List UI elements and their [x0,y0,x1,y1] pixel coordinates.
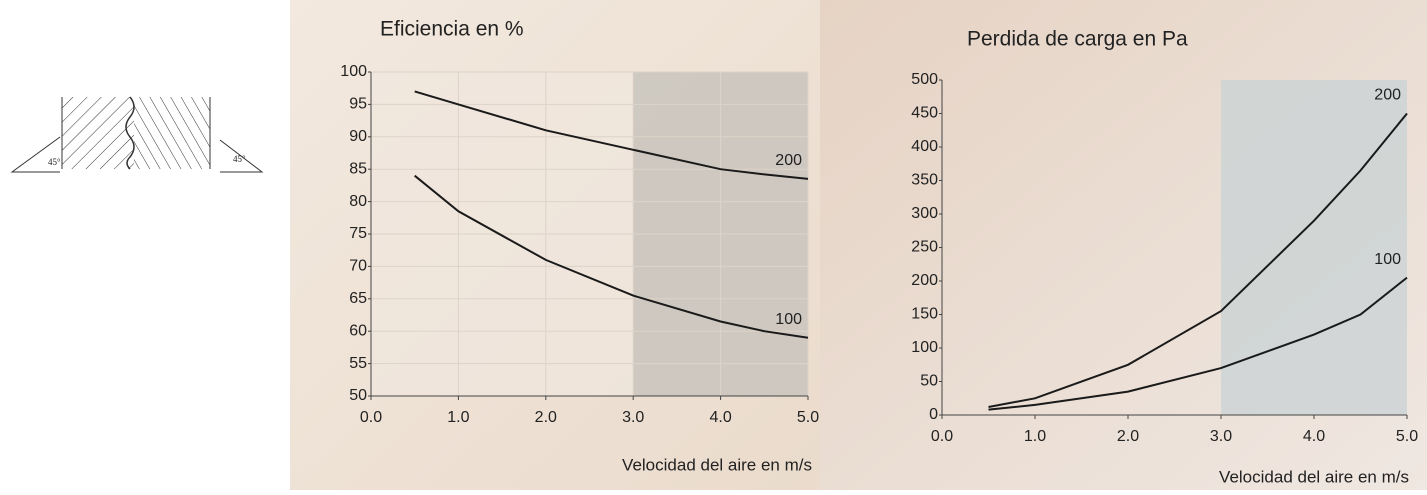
y-tick-label: 400 [911,138,938,155]
y-tick-label: 95 [349,96,367,113]
angle-label: 45° [48,157,61,167]
y-tick-label: 250 [911,239,938,256]
x-tick-label: 2.0 [1117,428,1139,445]
x-tick-label: 0.0 [931,428,953,445]
angle-left [10,136,61,173]
series-line [414,174,809,339]
y-tick-label: 65 [349,290,367,307]
y-tick-label: 60 [349,322,367,339]
x-tick-label: 1.0 [447,409,469,426]
y-tick-label: 0 [929,406,938,423]
series-label: 200 [1374,87,1401,104]
y-tick-label: 70 [349,258,367,275]
y-tick-label: 150 [911,306,938,323]
angle-right [219,139,264,173]
y-tick-label: 80 [349,193,367,210]
chart-title: Perdida de carga en Pa [967,28,1188,51]
y-tick-label: 90 [349,128,367,145]
y-tick-label: 100 [911,339,938,356]
angle-label: 45° [233,154,246,164]
x-axis-label: Velocidad del aire en m/s [1219,467,1409,486]
y-tick-label: 55 [349,355,367,372]
series-label: 200 [775,152,802,169]
x-tick-label: 4.0 [709,409,731,426]
y-tick-label: 450 [911,105,938,122]
shaded-region [1221,80,1407,415]
x-tick-label: 1.0 [1024,428,1046,445]
y-tick-label: 100 [340,63,367,80]
series-line [988,112,1408,408]
y-tick-label: 85 [349,160,367,177]
series-line [988,276,1408,411]
filter-diagram: 45° 45° [10,96,264,173]
series-label: 100 [775,311,802,328]
y-tick-label: 350 [911,172,938,189]
y-tick-label: 75 [349,225,367,242]
x-tick-label: 3.0 [622,409,644,426]
x-tick-label: 0.0 [360,409,382,426]
chart-title: Eficiencia en % [380,18,524,41]
x-tick-label: 2.0 [535,409,557,426]
hatch-left [62,97,134,169]
x-tick-label: 5.0 [1396,428,1418,445]
x-tick-label: 3.0 [1210,428,1232,445]
x-tick-label: 5.0 [797,409,819,426]
y-tick-label: 50 [349,387,367,404]
y-tick-label: 500 [911,71,938,88]
series-label: 100 [1374,251,1401,268]
x-axis-label: Velocidad del aire en m/s [622,455,812,474]
y-tick-label: 300 [911,205,938,222]
series-line [414,90,809,180]
seam [125,96,135,170]
x-tick-label: 4.0 [1303,428,1325,445]
hatch-right [134,97,210,169]
y-tick-label: 50 [920,373,938,390]
y-tick-label: 200 [911,272,938,289]
